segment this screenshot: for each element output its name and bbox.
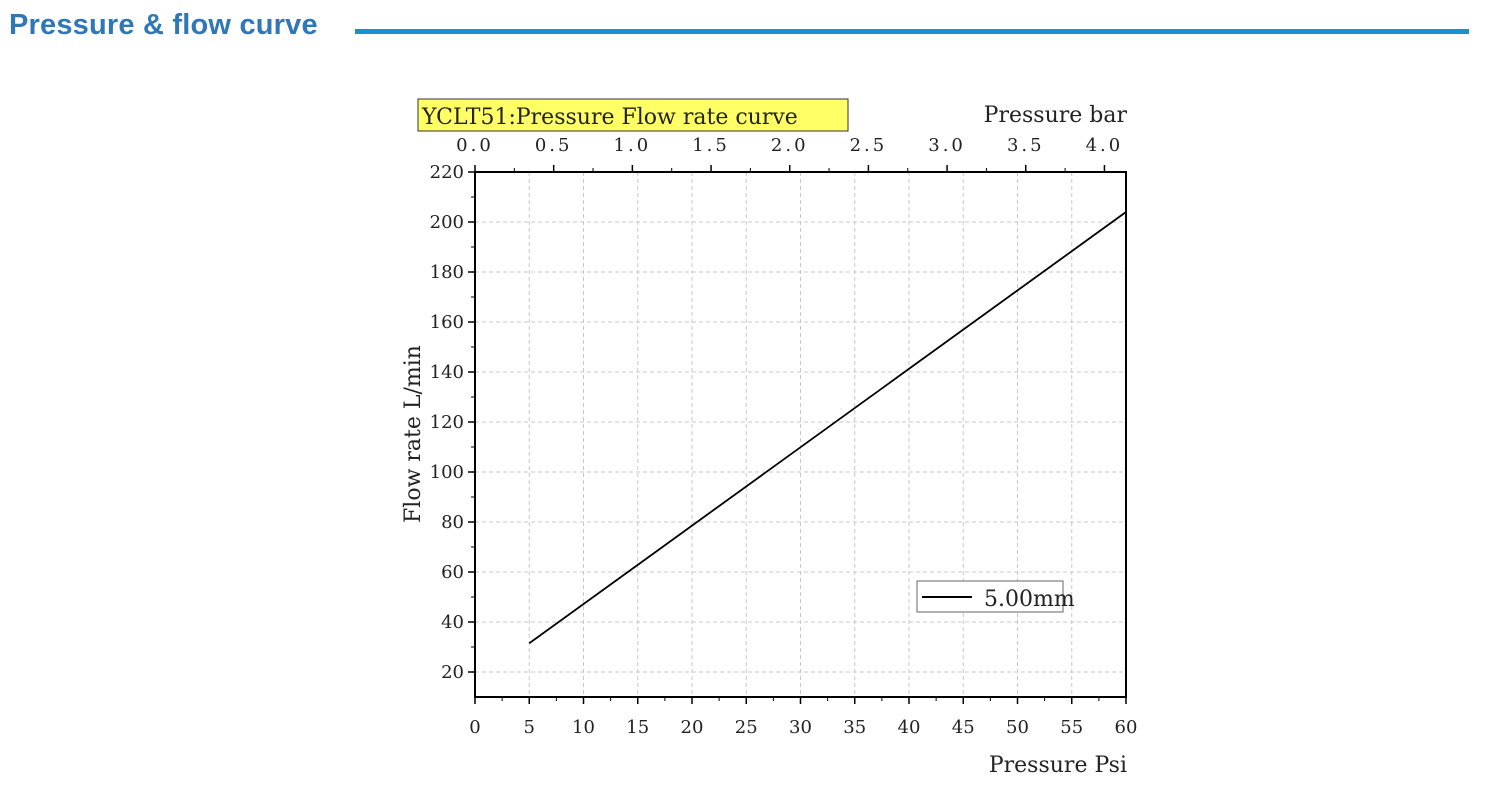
x-tick-label: 10 [572, 717, 595, 738]
y-tick-label: 220 [430, 162, 464, 183]
y-tick-label: 140 [430, 362, 464, 383]
legend: 5.00mm [916, 580, 1075, 613]
y-tick-label: 60 [441, 562, 464, 583]
x-tick-label: 25 [735, 717, 758, 738]
chart-title-highlight [417, 98, 849, 132]
x-tick-label: 55 [1060, 717, 1083, 738]
section-title: Pressure & flow curve [9, 9, 318, 41]
y-tick-label: 80 [441, 512, 464, 533]
x-tick-label: 30 [789, 717, 812, 738]
series-line-5mm [528, 211, 1127, 644]
x2-tick-label: 1.0 [614, 135, 652, 156]
x-tick-label: 0 [469, 717, 480, 738]
x-tick-label: 35 [843, 717, 866, 738]
y-tick-label: 180 [430, 262, 464, 283]
y-axis-title: Flow rate L/min [401, 345, 426, 523]
x-tick-label: 60 [1115, 717, 1138, 738]
x2-tick-label: 0.5 [535, 135, 573, 156]
section-title-rule [355, 29, 1469, 34]
chart-title: YCLT51:Pressure Flow rate curve [421, 105, 798, 130]
y-tick-label: 160 [430, 312, 464, 333]
x2-axis-title: Pressure bar [984, 103, 1128, 128]
x-tick-label: 15 [626, 717, 649, 738]
y-tick-label: 20 [441, 662, 464, 683]
y-tick-label: 100 [430, 462, 464, 483]
x2-tick-label: 3.0 [928, 135, 966, 156]
x2-tick-label: 0.0 [456, 135, 494, 156]
section-header: Pressure & flow curve [0, 0, 1497, 60]
x-tick-label: 40 [898, 717, 921, 738]
x-axis-title: Pressure Psi [989, 753, 1127, 778]
x-tick-label: 5 [524, 717, 535, 738]
x2-tick-label: 2.0 [771, 135, 809, 156]
grid-layer [475, 172, 1126, 697]
x2-tick-label: 4.0 [1086, 135, 1124, 156]
x-tick-label: 45 [952, 717, 975, 738]
y-tick-label: 40 [441, 612, 464, 633]
x-tick-label: 20 [681, 717, 704, 738]
y-tick-label: 120 [430, 412, 464, 433]
y-tick-label: 200 [430, 212, 464, 233]
ticks-layer: 0 5 10 15 20 25 30 35 40 45 50 55 60 20 40 60 80 100 120 14… [430, 135, 1138, 738]
x2-tick-label: 1.5 [692, 135, 730, 156]
x2-tick-label: 2.5 [850, 135, 888, 156]
x2-tick-label: 3.5 [1007, 135, 1045, 156]
x-tick-label: 50 [1006, 717, 1029, 738]
legend-label-5mm: 5.00mm [984, 587, 1075, 612]
